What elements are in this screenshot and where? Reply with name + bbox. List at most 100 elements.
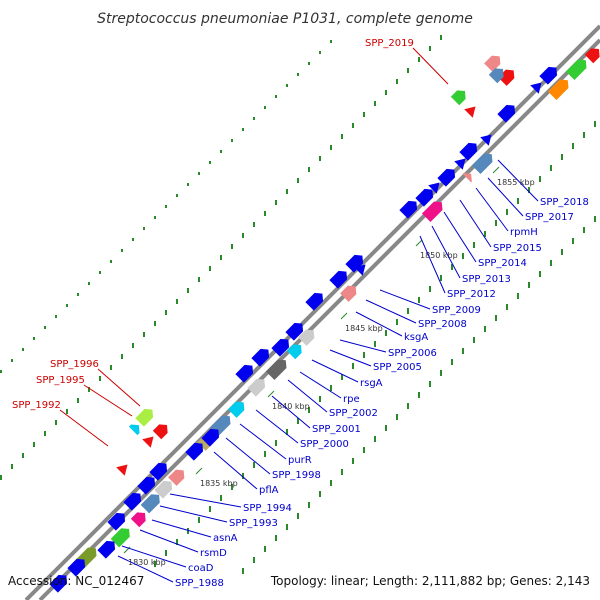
highlighted-gene-label[interactable]: SPP_1995 <box>36 375 85 386</box>
gene-feature[interactable] <box>305 289 326 311</box>
gene-label[interactable]: rpe <box>343 394 360 405</box>
gene-feature[interactable] <box>140 491 164 514</box>
gene-feature[interactable] <box>345 251 366 273</box>
guide-dot <box>187 528 189 534</box>
gene-label[interactable]: SPP_2009 <box>432 305 481 316</box>
gene-feature[interactable] <box>415 185 436 207</box>
gene-feature[interactable] <box>462 170 476 183</box>
gene-feature[interactable] <box>130 509 149 528</box>
gene-feature[interactable] <box>116 460 132 476</box>
gene-feature[interactable] <box>459 139 480 161</box>
gene-label[interactable]: SPP_2017 <box>525 212 574 223</box>
gene-label[interactable]: SPP_2015 <box>493 243 542 254</box>
gene-feature[interactable] <box>123 489 144 511</box>
gene-feature[interactable] <box>539 63 560 85</box>
gene-label[interactable]: SPP_2000 <box>300 439 349 450</box>
gene-label[interactable]: SPP_2014 <box>478 258 527 269</box>
gene-feature[interactable] <box>110 525 134 548</box>
gene-label[interactable]: pflA <box>259 485 279 496</box>
gene-feature[interactable] <box>235 361 256 383</box>
guide-dot <box>429 46 431 51</box>
gene-feature[interactable] <box>135 405 156 427</box>
gene-label[interactable]: rpmH <box>510 227 538 238</box>
gene-label[interactable]: SPP_2013 <box>462 274 511 285</box>
gene-label[interactable]: asnA <box>213 533 238 544</box>
gene-feature[interactable] <box>584 45 600 64</box>
gene-label[interactable]: rsgA <box>360 378 383 389</box>
gene-feature[interactable] <box>152 421 171 440</box>
gene-feature[interactable] <box>421 198 446 223</box>
gene-label[interactable]: SPP_1994 <box>243 503 292 514</box>
gene-feature[interactable] <box>464 102 480 118</box>
highlighted-gene-label[interactable]: SPP_1992 <box>12 400 61 411</box>
gene-feature[interactable] <box>565 56 590 81</box>
gene-feature[interactable] <box>185 439 206 461</box>
gene-feature[interactable] <box>437 165 458 187</box>
highlighted-gene-label[interactable]: SPP_1996 <box>50 359 99 370</box>
gene-label[interactable]: SPP_2012 <box>447 289 496 300</box>
gene-feature[interactable] <box>149 459 170 481</box>
gene-feature[interactable] <box>168 466 188 486</box>
gene-label[interactable]: SPP_2008 <box>418 319 467 330</box>
gene-feature[interactable] <box>354 260 370 276</box>
gene-feature[interactable] <box>285 319 306 341</box>
guide-dot <box>55 315 57 318</box>
gene-label[interactable]: SPP_2018 <box>540 197 589 208</box>
guide-dot <box>385 330 387 336</box>
guide-dot <box>77 398 79 403</box>
guide-dot <box>440 275 442 281</box>
gene-feature[interactable] <box>107 509 128 531</box>
gene-feature[interactable] <box>286 341 305 360</box>
gene-feature[interactable] <box>454 154 470 170</box>
gene-labels[interactable]: SPP_1988 coaD rsmD asnA SPP_1993 SPP_1994 pflA… <box>12 38 589 589</box>
highlighted-gene-label[interactable]: SPP_2019 <box>365 38 414 49</box>
gene-feature[interactable] <box>484 52 504 72</box>
gene-feature[interactable] <box>471 150 496 175</box>
gene-feature[interactable] <box>547 76 572 101</box>
guide-dot <box>473 242 475 248</box>
gene-feature[interactable] <box>329 267 350 289</box>
gene-feature[interactable] <box>154 477 175 499</box>
gene-feature[interactable] <box>128 421 143 436</box>
gene-feature[interactable] <box>497 101 518 123</box>
guide-dot <box>198 277 200 282</box>
gene-feature[interactable] <box>450 87 469 106</box>
guide-dot <box>484 231 486 237</box>
guide-dot <box>66 304 68 307</box>
gene-feature[interactable] <box>340 282 360 302</box>
guide-dot <box>275 95 277 98</box>
gene-label[interactable]: SPP_2005 <box>373 362 422 373</box>
gene-feature[interactable] <box>49 571 70 593</box>
gene-feature[interactable] <box>137 473 158 495</box>
gene-label[interactable]: SPP_2006 <box>388 348 437 359</box>
gene-feature[interactable] <box>265 356 290 381</box>
gene-label[interactable]: coaD <box>188 563 214 574</box>
guide-dot <box>506 304 508 310</box>
gene-feature[interactable] <box>247 375 268 397</box>
gene-feature[interactable] <box>298 326 318 346</box>
guide-dot <box>286 189 288 194</box>
gene-feature[interactable] <box>530 78 546 94</box>
gene-label[interactable]: SPP_1993 <box>229 518 278 529</box>
gene-feature[interactable] <box>142 432 158 448</box>
gene-label[interactable]: purR <box>288 455 312 466</box>
guide-dot <box>308 407 310 413</box>
gene-feature[interactable] <box>271 335 292 357</box>
gene-feature[interactable] <box>488 65 507 84</box>
gene-label[interactable]: SPP_2001 <box>312 424 361 435</box>
gene-label[interactable]: SPP_1998 <box>272 470 321 481</box>
gene-feature[interactable] <box>399 197 420 219</box>
gene-label[interactable]: ksgA <box>404 332 428 343</box>
scale-tick-label: 1850 kbp <box>420 251 458 260</box>
gene-label[interactable]: SPP_1988 <box>175 578 224 589</box>
gene-feature[interactable] <box>251 345 272 367</box>
gene-feature[interactable] <box>480 130 496 146</box>
gene-feature[interactable] <box>228 398 248 418</box>
gene-label[interactable]: rsmD <box>200 548 227 559</box>
gene-feature[interactable] <box>97 537 118 559</box>
gene-label[interactable]: SPP_2002 <box>329 408 378 419</box>
gene-feature[interactable] <box>67 555 88 577</box>
gene-feature[interactable] <box>428 178 444 194</box>
gene-feature[interactable] <box>201 425 222 447</box>
